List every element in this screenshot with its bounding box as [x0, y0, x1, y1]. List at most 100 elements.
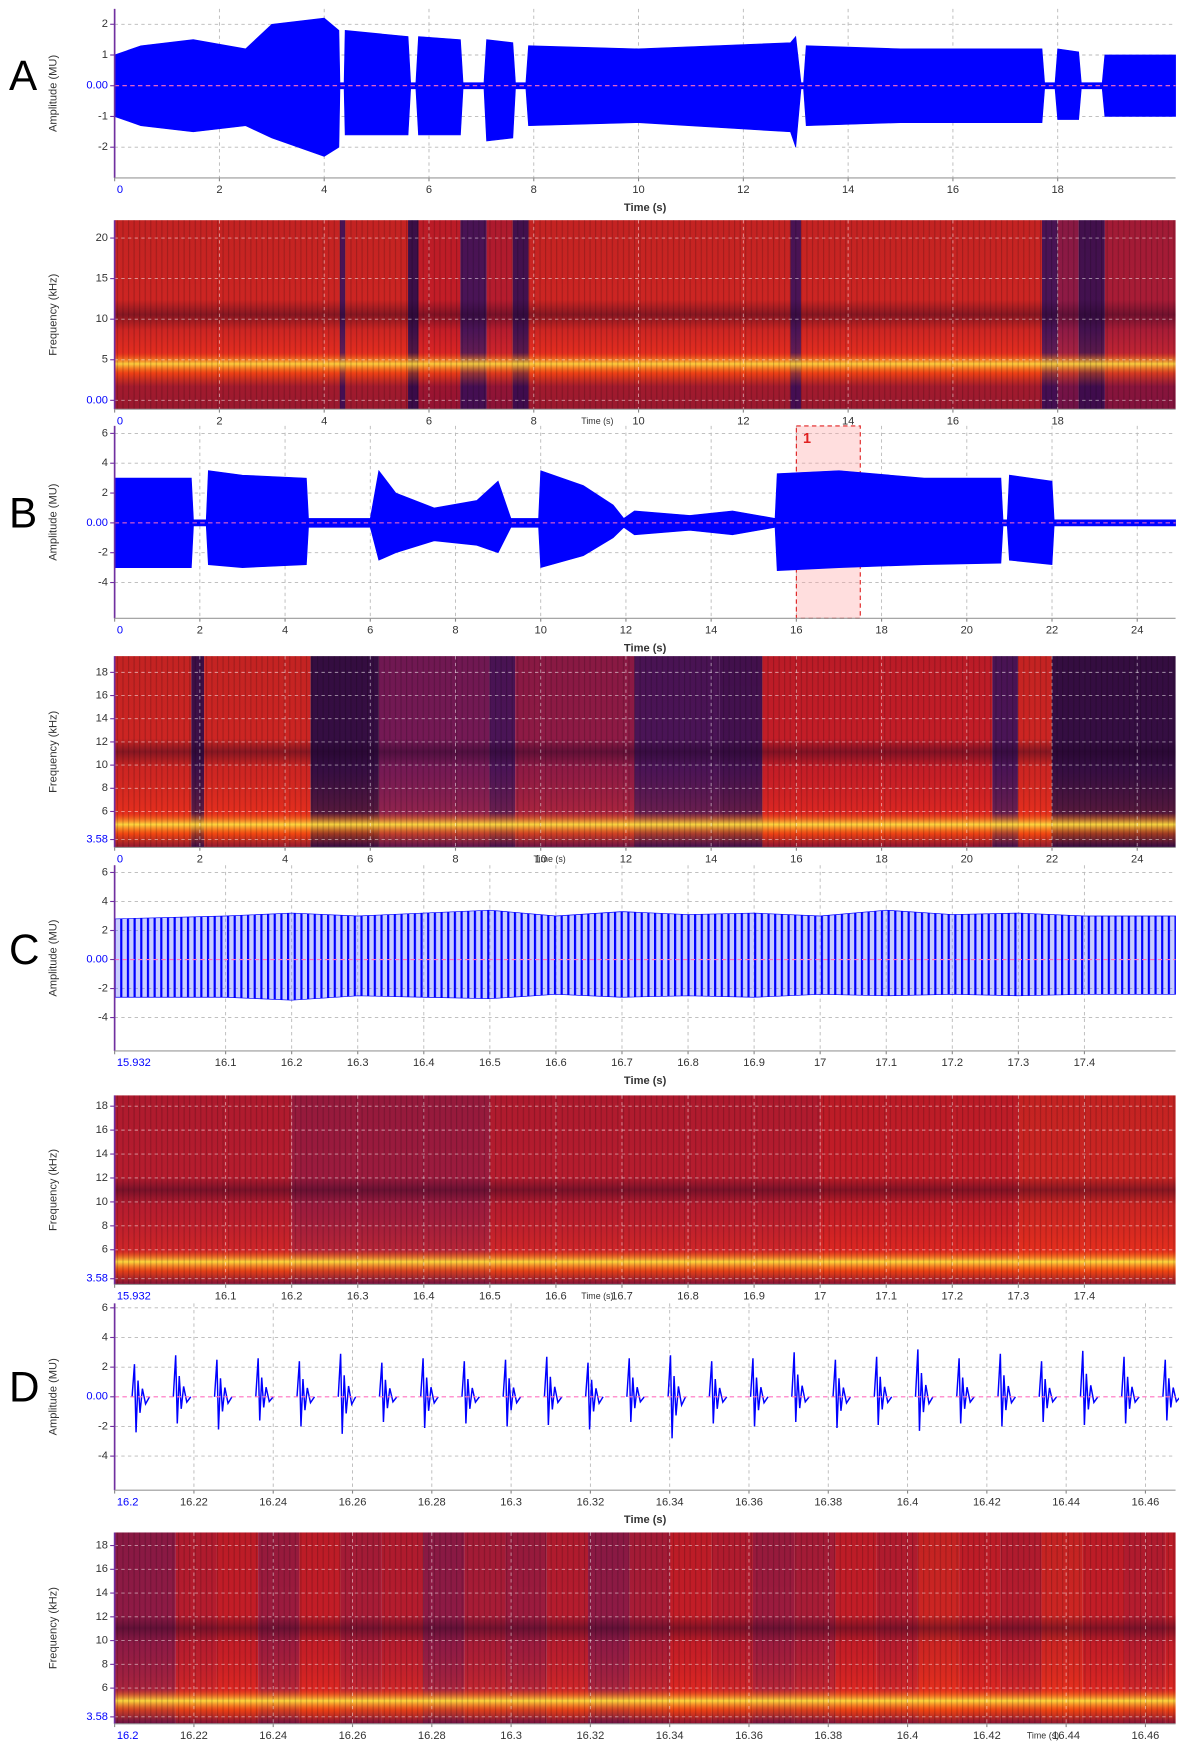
y-tick-label: 2	[102, 924, 108, 936]
x-tick-label: 4	[321, 415, 327, 427]
x-tick-label: 8	[531, 415, 537, 427]
x-tick-label: 17.1	[875, 1057, 897, 1069]
x-axis-label: Time (s)	[534, 854, 566, 864]
y-tick-label: 8	[102, 1220, 108, 1232]
x-tick-label: 20	[961, 854, 973, 866]
x-tick-label: 16.36	[735, 1730, 763, 1742]
pulse	[172, 1355, 192, 1424]
y-axis-label: Frequency (kHz)	[47, 273, 59, 355]
y-tick-label: 6	[102, 805, 108, 817]
x-tick-label: 4	[282, 624, 288, 636]
x-tick-label: 16.24	[259, 1496, 287, 1508]
pulse	[1162, 1359, 1179, 1421]
x-tick-label: 18	[1052, 184, 1064, 196]
x-tick-label: 10	[535, 624, 547, 636]
x-tick-label: 16.2	[281, 1057, 303, 1069]
panel-label: D	[9, 1363, 40, 1410]
x-tick-label: 14	[842, 184, 854, 196]
y-axis-label: Frequency (kHz)	[47, 1587, 59, 1669]
y-tick-label: 6	[102, 866, 108, 878]
x-tick-label: 16.26	[339, 1496, 367, 1508]
x-tick-label: 0	[117, 184, 123, 196]
x-tick-label: 16.3	[347, 1291, 369, 1303]
y-tick-label: 3.58	[86, 1711, 108, 1723]
x-tick-label: 16.42	[973, 1730, 1001, 1742]
pulse	[791, 1352, 810, 1423]
pulse	[914, 1349, 934, 1431]
y-tick-label: 18	[96, 666, 108, 678]
x-tick-label: 6	[367, 854, 373, 866]
spectrogram-texture	[114, 656, 1176, 848]
x-tick-label: 6	[426, 184, 432, 196]
pulse	[419, 1358, 439, 1428]
y-tick-label: 0.00	[86, 394, 108, 406]
x-tick-label: 16	[947, 415, 959, 427]
pulse	[461, 1361, 480, 1424]
y-tick-label: 4	[102, 895, 108, 907]
x-tick-label: 0	[117, 415, 123, 427]
x-tick-label: 14	[705, 624, 717, 636]
y-tick-label: 3.58	[86, 1273, 108, 1285]
x-tick-label: 24	[1131, 854, 1143, 866]
x-tick-label: 16.3	[347, 1057, 369, 1069]
waveform-envelope	[114, 909, 1176, 1001]
x-tick-label: 22	[1046, 854, 1058, 866]
x-tick-label: 16.1	[215, 1057, 237, 1069]
y-tick-label: -1	[98, 110, 108, 122]
panel-label: C	[9, 926, 40, 973]
x-tick-label: 12	[737, 415, 749, 427]
y-axis-label: Frequency (kHz)	[47, 1149, 59, 1231]
x-tick-label: 17.2	[941, 1291, 963, 1303]
y-tick-label: -2	[98, 982, 108, 994]
x-tick-label: 17.3	[1008, 1291, 1030, 1303]
pulse	[543, 1356, 563, 1425]
x-tick-label: 16.46	[1132, 1496, 1160, 1508]
y-tick-label: 1	[102, 49, 108, 61]
x-tick-label: 16.3	[500, 1730, 522, 1742]
x-tick-label: 15.932	[117, 1291, 151, 1303]
pulse	[296, 1361, 316, 1427]
x-tick-label: 16.36	[735, 1496, 763, 1508]
x-tick-label: 10	[632, 184, 644, 196]
waveform-envelope	[114, 469, 1176, 571]
y-tick-label: 6	[102, 1244, 108, 1256]
x-tick-label: 2	[216, 184, 222, 196]
x-axis-label: Time (s)	[581, 416, 613, 426]
x-tick-label: 16.7	[611, 1291, 633, 1303]
x-tick-label: 16.3	[500, 1496, 522, 1508]
x-tick-label: 2	[216, 415, 222, 427]
y-tick-label: 20	[96, 232, 108, 244]
x-tick-label: 16.2	[117, 1730, 139, 1742]
x-tick-label: 6	[367, 624, 373, 636]
pulse	[378, 1362, 398, 1423]
x-tick-label: 16.28	[418, 1496, 446, 1508]
y-tick-label: 6	[102, 427, 108, 439]
y-tick-label: 6	[102, 1302, 108, 1314]
x-tick-label: 15.932	[117, 1057, 151, 1069]
x-tick-label: 16.32	[576, 1496, 604, 1508]
x-tick-label: 22	[1046, 624, 1058, 636]
x-tick-label: 16.9	[743, 1291, 765, 1303]
x-tick-label: 0	[117, 854, 123, 866]
x-tick-label: 0	[117, 624, 123, 636]
y-axis-label: Amplitude (MU)	[47, 483, 59, 560]
x-tick-label: 16.8	[677, 1291, 699, 1303]
panel-label: A	[9, 52, 38, 99]
pulse	[708, 1361, 728, 1424]
x-tick-label: 16.26	[339, 1730, 367, 1742]
y-tick-label: 18	[96, 1100, 108, 1112]
x-tick-label: 17.4	[1074, 1057, 1096, 1069]
selection-label: 1	[803, 431, 811, 447]
y-tick-label: 3.58	[86, 833, 108, 845]
x-tick-label: 16.24	[259, 1730, 287, 1742]
y-tick-label: 12	[96, 736, 108, 748]
x-tick-label: 24	[1131, 624, 1143, 636]
x-axis-label: Time (s)	[624, 1514, 667, 1526]
x-tick-label: 4	[282, 854, 288, 866]
y-tick-label: 6	[102, 1682, 108, 1694]
x-tick-label: 17.2	[941, 1057, 963, 1069]
y-axis-label: Amplitude (MU)	[47, 55, 59, 132]
spectrogram-texture	[114, 1532, 1176, 1724]
x-tick-label: 8	[452, 624, 458, 636]
y-tick-label: -2	[98, 1420, 108, 1432]
